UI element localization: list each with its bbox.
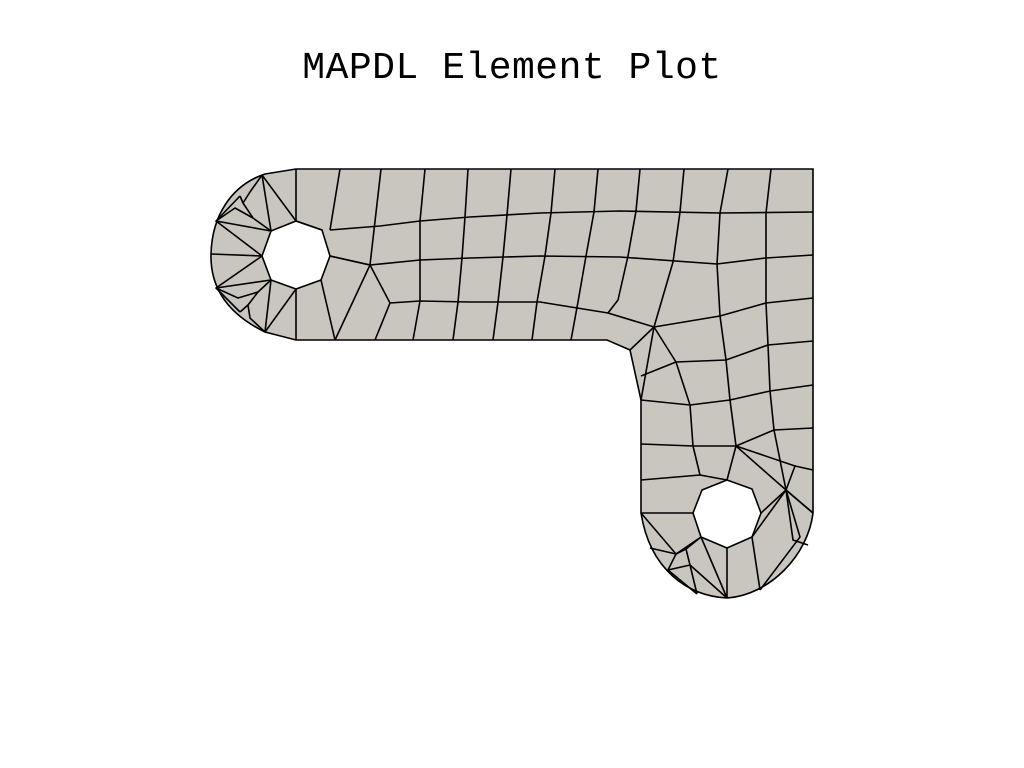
mesh-lines [210, 168, 814, 599]
part-body [210, 168, 814, 599]
plot-title: MAPDL Element Plot [302, 47, 722, 90]
